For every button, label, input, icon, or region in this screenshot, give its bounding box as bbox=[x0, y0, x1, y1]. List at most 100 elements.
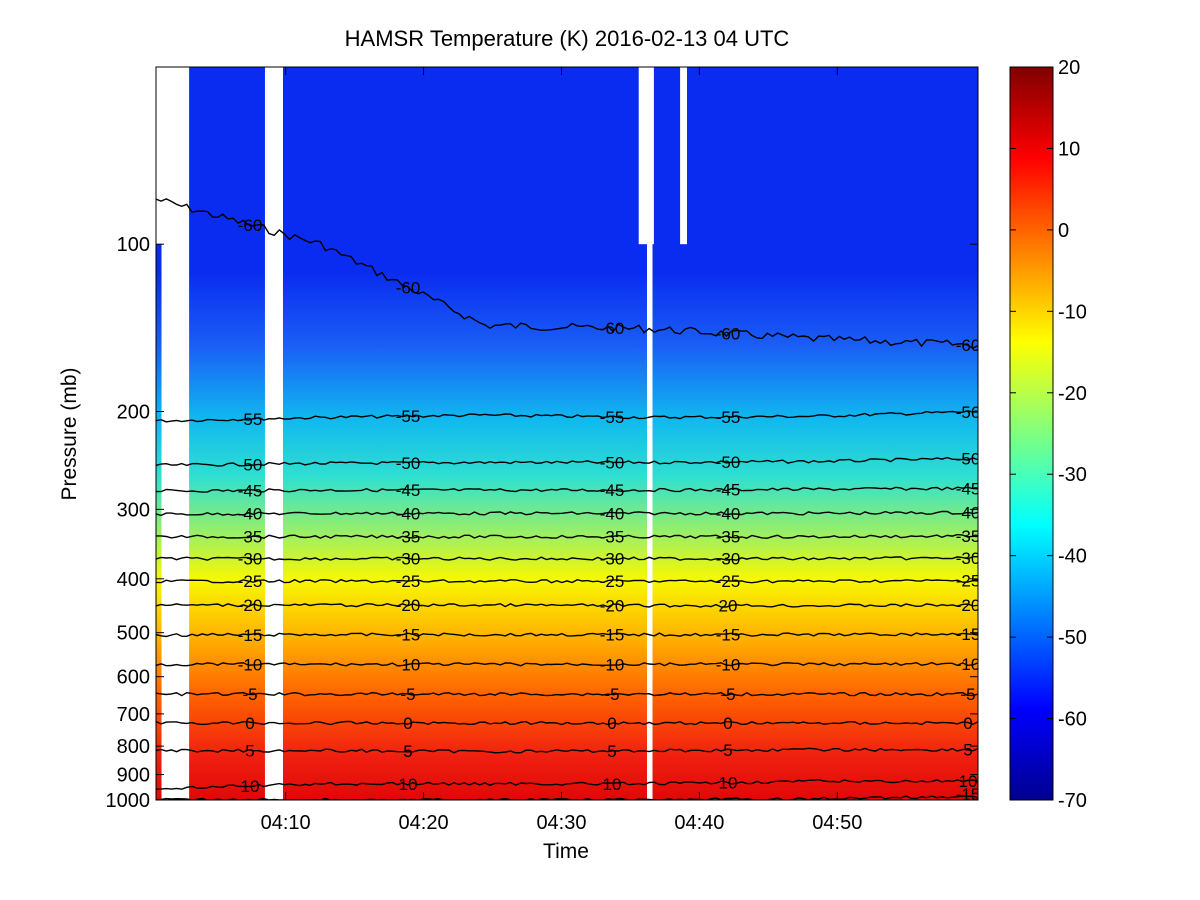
contour-label: 10 bbox=[399, 775, 418, 794]
colorbar-tick-label: 20 bbox=[1058, 57, 1080, 79]
contour-label: 5 bbox=[403, 742, 412, 761]
contour-label: -15 bbox=[956, 785, 981, 804]
contour-label: -30 bbox=[396, 550, 421, 569]
y-tick-label: 200 bbox=[117, 401, 150, 423]
contour-label: -5 bbox=[242, 685, 257, 704]
contour-label: -35 bbox=[396, 528, 421, 547]
colorbar-ticks: 20 10 0 -10 -20 -30 -40 -50 -60 -70 bbox=[1010, 57, 1087, 812]
contour-label: -40 bbox=[956, 504, 981, 523]
contour-label: -5 bbox=[604, 685, 619, 704]
missing-data-block bbox=[156, 67, 184, 245]
contour-label: -10 bbox=[956, 655, 981, 674]
contour-label: -50 bbox=[238, 455, 263, 474]
contour-label: -15 bbox=[600, 626, 625, 645]
contour-label: -15 bbox=[956, 625, 981, 644]
contour-label: -45 bbox=[238, 481, 263, 500]
contour-label: -35 bbox=[238, 528, 263, 547]
contour-line bbox=[156, 691, 978, 697]
contour-line bbox=[156, 556, 978, 561]
contour-label: -60 bbox=[956, 336, 981, 355]
y-tick-label: 500 bbox=[117, 623, 150, 645]
colorbar-tick-label: -50 bbox=[1058, 627, 1087, 649]
colorbar-tick-label: -10 bbox=[1058, 301, 1087, 323]
x-tick-label: 04:50 bbox=[812, 812, 862, 834]
contour-line bbox=[156, 747, 978, 754]
contour-label: -60 bbox=[396, 278, 421, 297]
x-tick-label: 04:10 bbox=[261, 812, 311, 834]
contour-label: -40 bbox=[238, 505, 263, 524]
contour-label: -20 bbox=[238, 596, 263, 615]
y-tick-label: 600 bbox=[117, 667, 150, 689]
contour-lines bbox=[156, 198, 978, 800]
x-tick-label: 04:30 bbox=[536, 812, 586, 834]
missing-data-block bbox=[638, 67, 654, 245]
missing-data-block bbox=[680, 67, 687, 245]
y-axis-label: Pressure (mb) bbox=[58, 367, 81, 500]
colorbar-tick-label: -70 bbox=[1058, 790, 1087, 812]
contour-label: 10 bbox=[719, 774, 738, 793]
contour-label: -55 bbox=[238, 410, 263, 429]
contour-line bbox=[156, 456, 978, 467]
contour-label: -60 bbox=[600, 319, 625, 338]
y-tick-label: 100 bbox=[117, 234, 150, 256]
contour-line bbox=[156, 510, 978, 517]
contour-label: -15 bbox=[238, 626, 263, 645]
contour-label: 10 bbox=[241, 777, 260, 796]
contour-label: 5 bbox=[607, 742, 616, 761]
contour-line bbox=[156, 720, 978, 726]
x-tick-label: 04:20 bbox=[399, 812, 449, 834]
contour-label: -5 bbox=[400, 685, 415, 704]
contour-label: -35 bbox=[600, 528, 625, 547]
contour-label: -56 bbox=[956, 403, 981, 422]
contour-label: -25 bbox=[238, 572, 263, 591]
contour-label: -55 bbox=[600, 408, 625, 427]
contour-label: 0 bbox=[607, 714, 616, 733]
plot-area: -60-60-60 -60-60-55 -55 -55 -55 -56-50 -50 -50-… bbox=[156, 67, 981, 804]
colorbar bbox=[1009, 66, 1054, 801]
contour-line bbox=[156, 602, 978, 608]
missing-data-gaps bbox=[156, 67, 687, 800]
contour-label: -30 bbox=[956, 549, 981, 568]
contour-label: -55 bbox=[396, 407, 421, 426]
contour-label: -25 bbox=[396, 572, 421, 591]
contour-label: -50 bbox=[956, 450, 981, 469]
colorbar-tick-label: -60 bbox=[1058, 709, 1087, 731]
contour-label: -60 bbox=[716, 325, 741, 344]
y-tick-label: 800 bbox=[117, 736, 150, 758]
contour-label: -55 bbox=[716, 408, 741, 427]
contour-label: -50 bbox=[396, 454, 421, 473]
contour-label: -40 bbox=[716, 504, 741, 523]
colorbar-tick-label: -30 bbox=[1058, 464, 1087, 486]
colorbar-tick-label: -40 bbox=[1058, 546, 1087, 568]
x-axis-ticks: 04:10 04:20 04:30 04:40 04:50 bbox=[261, 67, 862, 834]
contour-label: -35 bbox=[956, 527, 981, 546]
contour-label: 10 bbox=[959, 772, 978, 791]
contour-label: -60 bbox=[238, 216, 263, 235]
contour-label: 0 bbox=[963, 714, 972, 733]
contour-label: -15 bbox=[716, 626, 741, 645]
y-tick-label: 900 bbox=[117, 765, 150, 787]
contour-label: -50 bbox=[716, 453, 741, 472]
x-tick-label: 04:40 bbox=[674, 812, 724, 834]
contour-line bbox=[156, 795, 978, 800]
contour-line bbox=[156, 198, 978, 350]
chart-title: HAMSR Temperature (K) 2016-02-13 04 UTC bbox=[345, 26, 790, 51]
y-tick-label: 1000 bbox=[106, 790, 151, 812]
contour-label: -10 bbox=[716, 655, 741, 674]
contour-line bbox=[156, 533, 978, 539]
contour-label: 5 bbox=[963, 741, 972, 760]
x-axis-label: Time bbox=[543, 840, 589, 863]
contour-label: -5 bbox=[960, 685, 975, 704]
contour-label: -45 bbox=[396, 481, 421, 500]
contour-line bbox=[156, 410, 978, 423]
contour-label: 0 bbox=[403, 714, 412, 733]
contour-label: -20 bbox=[600, 597, 625, 616]
y-tick-label: 700 bbox=[117, 704, 150, 726]
contour-label: -10 bbox=[600, 655, 625, 674]
colorbar-tick-label: 10 bbox=[1058, 138, 1080, 160]
contour-label: 0 bbox=[723, 714, 732, 733]
contour-label: -20 bbox=[396, 596, 421, 615]
contour-label: -30 bbox=[600, 550, 625, 569]
contour-label: -15 bbox=[396, 626, 421, 645]
